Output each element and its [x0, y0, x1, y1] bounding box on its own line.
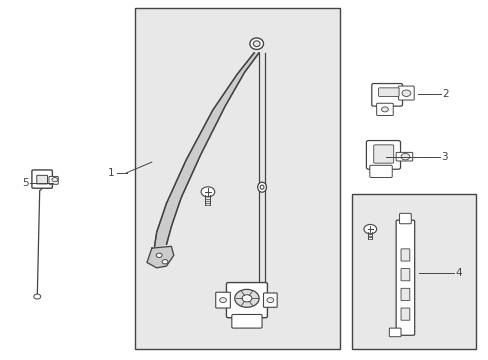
- Bar: [135, 8, 339, 348]
- FancyBboxPatch shape: [373, 145, 393, 163]
- Circle shape: [52, 177, 58, 182]
- FancyBboxPatch shape: [369, 165, 391, 177]
- Ellipse shape: [253, 41, 260, 46]
- FancyBboxPatch shape: [400, 288, 409, 301]
- Circle shape: [34, 294, 41, 299]
- FancyBboxPatch shape: [400, 249, 409, 261]
- Text: 3: 3: [440, 152, 447, 162]
- FancyBboxPatch shape: [395, 152, 412, 161]
- Ellipse shape: [162, 260, 167, 264]
- FancyBboxPatch shape: [37, 175, 47, 184]
- FancyBboxPatch shape: [366, 140, 400, 169]
- FancyBboxPatch shape: [215, 292, 230, 308]
- Circle shape: [381, 107, 387, 112]
- Circle shape: [242, 295, 251, 302]
- Ellipse shape: [156, 253, 162, 257]
- FancyBboxPatch shape: [400, 269, 409, 281]
- Text: 5: 5: [22, 178, 28, 188]
- Polygon shape: [147, 246, 173, 268]
- Circle shape: [266, 298, 273, 303]
- Circle shape: [234, 289, 259, 307]
- Circle shape: [363, 225, 376, 234]
- Text: 2: 2: [441, 89, 447, 99]
- FancyBboxPatch shape: [400, 308, 409, 320]
- Ellipse shape: [257, 182, 266, 192]
- Circle shape: [219, 298, 226, 303]
- Polygon shape: [154, 53, 259, 248]
- FancyBboxPatch shape: [388, 328, 400, 337]
- FancyBboxPatch shape: [226, 283, 267, 318]
- Ellipse shape: [260, 185, 264, 189]
- Circle shape: [201, 187, 214, 197]
- Bar: [351, 194, 475, 348]
- FancyBboxPatch shape: [378, 88, 398, 96]
- FancyBboxPatch shape: [371, 84, 402, 106]
- FancyBboxPatch shape: [49, 176, 58, 184]
- FancyBboxPatch shape: [231, 315, 262, 328]
- FancyBboxPatch shape: [32, 170, 52, 188]
- Circle shape: [401, 90, 410, 96]
- FancyBboxPatch shape: [376, 103, 392, 116]
- FancyBboxPatch shape: [395, 220, 414, 335]
- Text: 4: 4: [455, 268, 461, 278]
- Circle shape: [400, 153, 409, 160]
- Ellipse shape: [249, 38, 263, 49]
- FancyBboxPatch shape: [399, 213, 410, 224]
- FancyBboxPatch shape: [398, 86, 413, 100]
- FancyBboxPatch shape: [263, 293, 277, 307]
- Text: 1: 1: [107, 168, 114, 178]
